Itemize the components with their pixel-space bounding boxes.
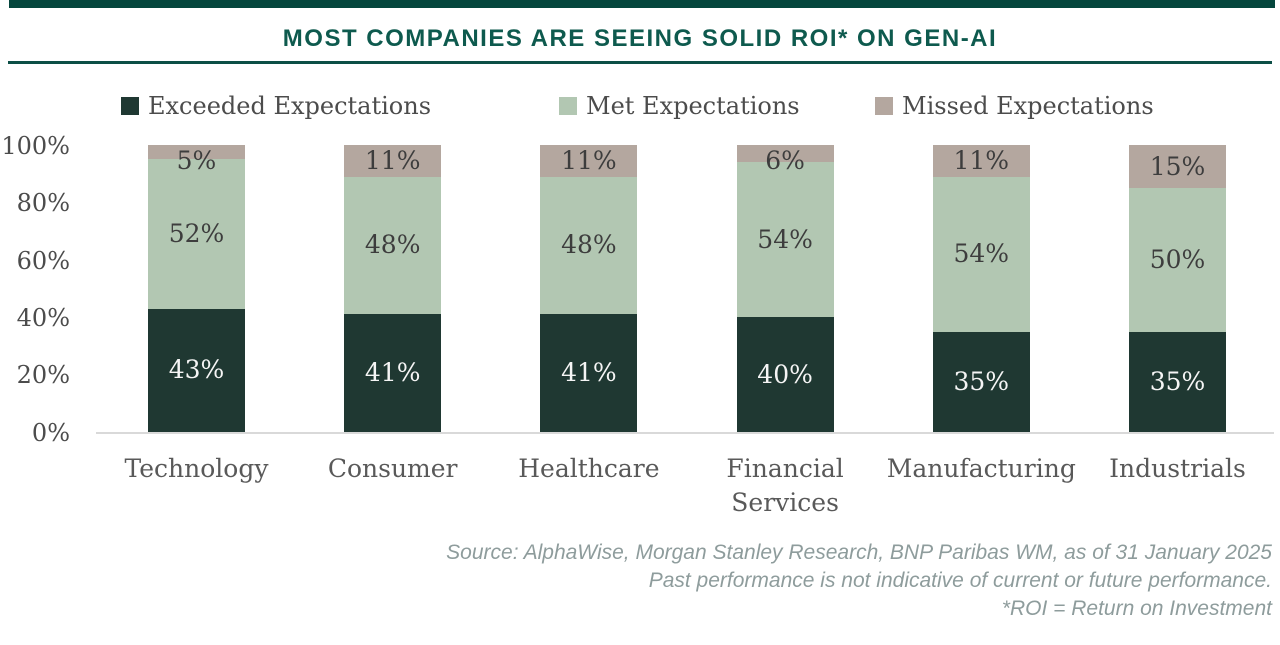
bar-value-label: 52% — [168, 218, 225, 248]
x-axis-category-label: Technology — [124, 454, 269, 483]
bar-value-label: 15% — [1149, 151, 1206, 181]
bar-segment-exceeded: 41% — [540, 314, 638, 432]
bar-segment-missed: 6% — [736, 145, 834, 174]
bar-segment-exceeded: 35% — [932, 331, 1030, 432]
y-axis-tick-label: 0% — [31, 418, 70, 447]
bar-segment-missed: 15% — [1129, 145, 1226, 189]
bar-segment-exceeded: 43% — [148, 308, 245, 432]
bar-value-label: 50% — [1149, 244, 1206, 274]
header-accent-bar — [9, 0, 1275, 8]
title-divider-line — [8, 61, 1272, 64]
x-axis-category-label: Industrials — [1109, 454, 1246, 483]
bar-segment-missed: 5% — [148, 145, 245, 174]
bar-value-label: 35% — [953, 366, 1010, 396]
y-axis-tick-label: 80% — [16, 189, 70, 218]
bar-segment-exceeded: 40% — [736, 317, 834, 432]
bar-segment-met: 48% — [540, 176, 638, 315]
bar-value-label: 6% — [765, 146, 805, 175]
bar-value-label: 35% — [1149, 366, 1206, 396]
chart-title: MOST COMPANIES ARE SEEING SOLID ROI* ON … — [282, 25, 998, 52]
chart-legend: Exceeded Expectations Met Expectations M… — [0, 92, 1280, 120]
bar-value-label: 40% — [757, 359, 813, 389]
legend-item-missed: Missed Expectations — [875, 92, 1154, 120]
y-axis-tick-label: 60% — [16, 246, 70, 275]
x-axis-category-label: Consumer — [327, 454, 458, 483]
bar-value-label: 48% — [561, 230, 617, 260]
bar-segment-missed: 11% — [932, 145, 1030, 177]
bar-segment-missed: 11% — [344, 145, 442, 177]
x-axis-category-label: Healthcare — [518, 454, 660, 483]
bar-value-label: 54% — [757, 224, 813, 254]
bar-value-label: 11% — [364, 145, 421, 175]
bar-value-label: 41% — [364, 358, 421, 388]
bar-value-label: 41% — [561, 358, 617, 388]
bar-value-label: 48% — [364, 230, 421, 260]
legend-item-met: Met Expectations — [559, 92, 800, 120]
source-note: Source: AlphaWise, Morgan Stanley Resear… — [172, 539, 1272, 623]
y-axis-tick-label: 20% — [16, 361, 70, 390]
source-line-1: Source: AlphaWise, Morgan Stanley Resear… — [446, 541, 1272, 564]
bar-value-label: 11% — [561, 145, 617, 175]
bar-segment-met: 54% — [932, 176, 1030, 332]
bar-value-label: 11% — [953, 145, 1010, 175]
y-axis-tick-label: 40% — [16, 303, 70, 332]
legend-swatch-missed — [875, 97, 893, 115]
bar-segment-met: 48% — [344, 176, 442, 315]
bar-value-label: 43% — [168, 355, 225, 385]
x-axis-category-label: Manufacturing — [886, 454, 1076, 483]
x-axis-line — [96, 432, 1274, 434]
bar-segment-met: 54% — [736, 162, 834, 318]
bar-value-label: 5% — [176, 146, 217, 175]
bar-segment-met: 50% — [1129, 188, 1226, 332]
legend-label-met: Met Expectations — [586, 92, 800, 120]
bar-segment-missed: 11% — [540, 145, 638, 177]
bar-segment-met: 52% — [148, 159, 245, 309]
legend-swatch-exceeded — [121, 97, 139, 115]
bar-segment-exceeded: 35% — [1129, 331, 1226, 432]
source-line-3: *ROI = Return on Investment — [1001, 597, 1272, 620]
source-line-2: Past performance is not indicative of cu… — [648, 569, 1272, 592]
legend-item-exceeded: Exceeded Expectations — [121, 92, 431, 120]
bar-segment-exceeded: 41% — [344, 314, 442, 432]
bar-value-label: 54% — [953, 239, 1010, 269]
y-axis-tick-label: 100% — [1, 132, 70, 160]
legend-label-exceeded: Exceeded Expectations — [148, 92, 432, 120]
legend-swatch-met — [559, 97, 577, 115]
x-axis-category-label: Financial Services — [726, 454, 844, 517]
legend-label-missed: Missed Expectations — [902, 92, 1154, 120]
